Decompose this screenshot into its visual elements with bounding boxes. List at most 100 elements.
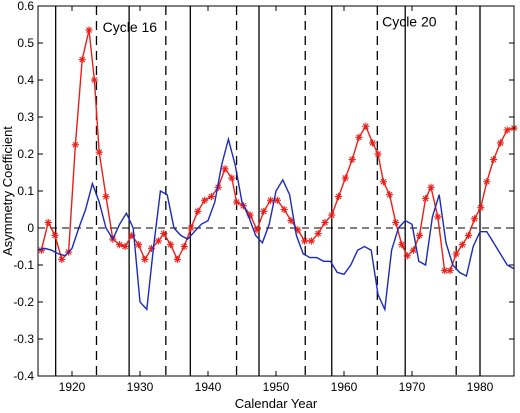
data-point (379, 178, 388, 186)
data-point (434, 213, 442, 221)
asterisk-marker-stroke (375, 151, 381, 157)
x-tick-label: 1930 (127, 380, 154, 394)
data-point (180, 242, 188, 251)
data-point (321, 218, 329, 227)
asterisk-marker-stroke (141, 256, 148, 263)
asterisk-marker-stroke (301, 238, 308, 244)
data-point (187, 224, 195, 232)
asterisk-marker-stroke (160, 230, 167, 237)
x-axis-label: Calendar Year (235, 396, 318, 411)
asterisk-marker-stroke (308, 238, 315, 244)
asterisk-marker-stroke (315, 230, 322, 237)
data-point (207, 192, 215, 201)
asterisk-marker-stroke (422, 195, 429, 202)
asterisk-marker-stroke (483, 178, 490, 185)
data-point (348, 155, 356, 164)
asterisk-marker-stroke (167, 241, 174, 248)
asterisk-marker-stroke (434, 213, 441, 220)
asterisk-marker-stroke (274, 197, 281, 204)
data-point (334, 192, 343, 201)
asterisk-marker-stroke (194, 208, 201, 215)
data-point (85, 26, 93, 34)
x-tick-label: 1980 (467, 380, 494, 394)
data-point (409, 246, 417, 254)
data-point (464, 231, 473, 239)
data-point (44, 218, 52, 227)
data-point (328, 211, 336, 219)
asterisk-marker-stroke (281, 206, 288, 213)
asterisk-marker-stroke (228, 175, 235, 181)
asterisk-marker-stroke (208, 193, 215, 200)
asterisk-marker-stroke (122, 243, 128, 250)
asterisk-marker-stroke (155, 238, 162, 244)
y-tick-label: 0 (27, 221, 34, 235)
data-point (266, 196, 275, 204)
asterisk-marker-stroke (91, 77, 98, 83)
y-tick-label: 0.2 (17, 147, 34, 161)
cycle-annotation: Cycle 16 (103, 19, 158, 35)
asterisk-marker-stroke (45, 219, 52, 226)
data-point (362, 122, 370, 130)
asterisk-marker-stroke (398, 241, 405, 248)
asterisk-marker-stroke (79, 56, 86, 63)
data-point (307, 237, 315, 245)
x-tick-label: 1960 (331, 380, 358, 394)
asterisk-marker-stroke (362, 123, 369, 130)
data-point (458, 241, 466, 249)
cycle-annotation: Cycle 20 (382, 13, 437, 29)
data-point (90, 76, 99, 84)
series-group (37, 26, 518, 312)
annotations: Cycle 16 Cycle 20 (103, 13, 437, 35)
asterisk-marker-stroke (441, 267, 448, 274)
asterisk-marker-stroke (497, 139, 504, 146)
asterisk-marker-stroke (465, 232, 472, 239)
asterisk-marker-stroke (447, 267, 454, 274)
asterisk-marker-stroke (369, 139, 376, 146)
asterisk-marker-stroke (349, 156, 356, 163)
asterisk-marker-stroke (322, 219, 328, 226)
data-point (314, 229, 322, 238)
data-point (427, 183, 435, 191)
asterisk-marker-stroke (504, 127, 511, 133)
cycle-boundary-lines (55, 6, 481, 376)
asterisk-marker-stroke (267, 197, 274, 204)
asterisk-marker-stroke (380, 178, 387, 185)
asterisk-marker-stroke (490, 156, 497, 163)
data-point (95, 148, 103, 156)
data-point (415, 231, 424, 239)
data-point (392, 218, 400, 227)
axis-ticks: 1920 1930 1940 1950 1960 1970 1980 -0.4 -0.3 -0.2… (13, 0, 514, 394)
x-tick-label: 1940 (195, 380, 222, 394)
data-point (452, 250, 460, 258)
asterisk-marker-stroke (335, 193, 342, 200)
data-point (260, 207, 268, 215)
asterisk-marker-stroke (201, 197, 208, 204)
asterisk-marker-stroke (428, 184, 434, 191)
asterisk-marker-stroke (356, 134, 362, 141)
y-tick-label: -0.4 (13, 369, 34, 383)
y-tick-label: 0.5 (17, 36, 34, 50)
asterisk-marker-stroke (453, 250, 460, 257)
y-tick-label: 0.3 (17, 110, 34, 124)
data-point (300, 237, 309, 245)
asterisk-marker-stroke (471, 215, 478, 222)
asterisk-marker-stroke (116, 241, 123, 248)
data-point (441, 266, 449, 275)
asterisk-marker-stroke (233, 199, 240, 206)
data-point (273, 196, 281, 204)
asterisk-marker-stroke (459, 241, 466, 248)
asterisk-marker-stroke (96, 149, 103, 156)
data-point (422, 194, 430, 202)
data-point (280, 205, 288, 214)
data-point (221, 165, 229, 173)
data-point (477, 204, 485, 212)
data-point (355, 133, 363, 141)
data-point (135, 241, 143, 249)
asterisk-marker-stroke (342, 175, 349, 181)
asterisk-marker-stroke (222, 165, 228, 172)
data-point (496, 139, 504, 147)
data-point (483, 178, 491, 186)
plot-frame (37, 5, 515, 377)
data-point (167, 241, 175, 249)
